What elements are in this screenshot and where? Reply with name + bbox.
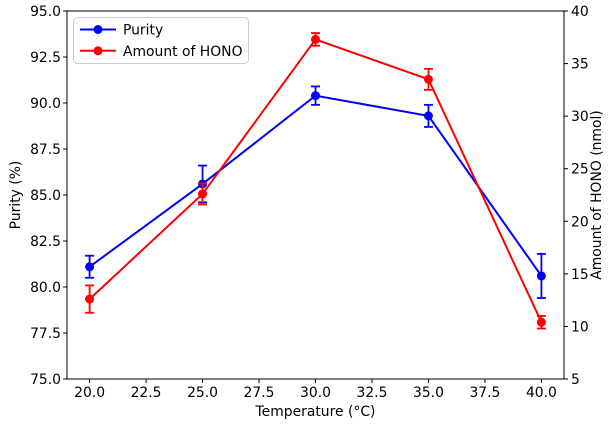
data-point-amount-of-hono	[536, 317, 546, 327]
legend-box	[73, 17, 249, 64]
left-y-tick-label: 92.5	[30, 50, 61, 66]
x-axis: 20.0 22.5 25.0 27.5 30.0 32.5 35.0 37.5 40.0 Temp…	[74, 379, 557, 420]
left-y-tick-label: 80.0	[30, 280, 61, 296]
legend-label: Amount of HONO	[123, 44, 243, 60]
x-tick-label: 20.0	[74, 385, 105, 401]
plot-spines	[66, 10, 565, 380]
x-tick-label: 32.5	[357, 385, 388, 401]
right-y-tick-label: 35	[571, 57, 589, 73]
data-point-amount-of-hono	[311, 34, 320, 44]
data-point-amount-of-hono	[198, 189, 208, 199]
x-tick-label: 30.0	[300, 385, 331, 401]
legend-marker	[93, 25, 103, 34]
x-tick-label: 27.5	[244, 385, 275, 401]
right-y-axis: 5 10 15 20 25 30 35 40 Amount of HONO (nmol)	[564, 4, 605, 388]
right-y-tick-label: 25	[571, 162, 589, 178]
right-y-tick-label: 15	[571, 267, 589, 283]
right-y-axis-label: Amount of HONO (nmol)	[589, 110, 605, 279]
data-point-purity	[85, 262, 95, 272]
data-point-purity	[536, 271, 546, 281]
x-axis-label: Temperature (°C)	[255, 404, 376, 420]
legend-item-amount-of-hono: Amount of HONO	[80, 44, 243, 60]
right-y-tick-label: 5	[571, 372, 580, 388]
data-point-amount-of-hono	[423, 74, 433, 84]
x-tick-label: 37.5	[469, 385, 500, 401]
left-y-axis: 75.0 77.5 80.0 82.5 85.0 87.5 90.0 92.5 95.0 Puri…	[8, 4, 67, 388]
legend: Purity Amount of HONO	[73, 17, 249, 64]
data-point-purity	[423, 111, 433, 121]
series-amount-of-hono	[85, 32, 546, 330]
left-y-axis-label: Purity (%)	[8, 161, 24, 230]
left-y-tick-label: 82.5	[30, 234, 61, 250]
x-tick-label: 25.0	[187, 385, 218, 401]
legend-item-purity: Purity	[80, 23, 163, 39]
x-tick-label: 35.0	[413, 385, 444, 401]
x-tick-label: 40.0	[526, 385, 557, 401]
x-tick-label: 22.5	[131, 385, 162, 401]
right-y-tick-label: 30	[571, 109, 589, 125]
left-y-tick-label: 90.0	[30, 96, 61, 112]
legend-marker	[93, 46, 103, 56]
left-y-tick-label: 75.0	[30, 372, 61, 388]
data-point-purity	[311, 91, 320, 101]
left-y-tick-label: 85.0	[30, 188, 61, 204]
data-point-amount-of-hono	[85, 294, 95, 304]
right-y-tick-label: 10	[571, 319, 589, 335]
series-purity	[85, 85, 546, 299]
legend-label: Purity	[123, 23, 163, 39]
right-y-tick-label: 40	[571, 4, 589, 20]
left-y-tick-label: 87.5	[30, 142, 61, 158]
series-line-purity	[88, 94, 543, 277]
left-y-tick-label: 95.0	[30, 4, 61, 20]
left-y-tick-label: 77.5	[30, 326, 61, 342]
right-y-tick-label: 20	[571, 214, 589, 230]
